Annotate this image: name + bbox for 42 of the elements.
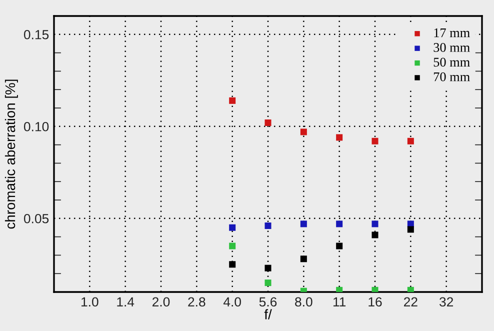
x-tick-label: 22 <box>404 297 418 306</box>
x-tick-label: 2.8 <box>188 297 206 307</box>
point <box>300 128 307 136</box>
point <box>336 242 343 250</box>
point <box>372 220 378 228</box>
x-tick-label: 16 <box>368 297 382 307</box>
point <box>229 97 236 104</box>
x-tick-label: 11 <box>333 297 346 306</box>
point <box>372 286 378 292</box>
y-tick-label: 0.10 <box>24 122 49 132</box>
point <box>407 226 414 233</box>
point <box>264 119 272 126</box>
x-tick-label: 2.0 <box>152 297 170 307</box>
point <box>407 286 414 292</box>
point <box>229 261 236 268</box>
point <box>300 256 307 262</box>
point <box>264 280 272 286</box>
point <box>336 134 343 141</box>
legend-label: 17 mm <box>434 28 470 38</box>
x-tick-label: 32 <box>440 297 454 307</box>
x-tick-label: 5.6 <box>259 297 277 307</box>
point <box>264 264 272 272</box>
y-tick-label: 0.15 <box>24 30 49 40</box>
x-tick-label: 8.0 <box>295 297 312 307</box>
point <box>229 242 236 250</box>
legend-label: 70 mm <box>434 72 470 82</box>
x-axis-title: f/ <box>264 309 272 320</box>
point <box>372 138 378 144</box>
point <box>407 138 414 144</box>
point <box>336 286 343 292</box>
point <box>229 224 236 231</box>
x-tick-label: 4.0 <box>223 297 241 307</box>
point <box>372 232 378 238</box>
point <box>264 222 272 230</box>
legend-label: 30 mm <box>434 43 470 52</box>
x-tick-label: 1.0 <box>82 297 98 307</box>
legend-label: 50 mm <box>434 58 470 67</box>
y-axis-title: chromatic aberration [%] <box>4 80 18 229</box>
point <box>336 220 343 228</box>
y-tick-label: 0.05 <box>24 214 49 224</box>
point <box>300 220 307 228</box>
x-tick-label: 1.4 <box>117 297 134 306</box>
